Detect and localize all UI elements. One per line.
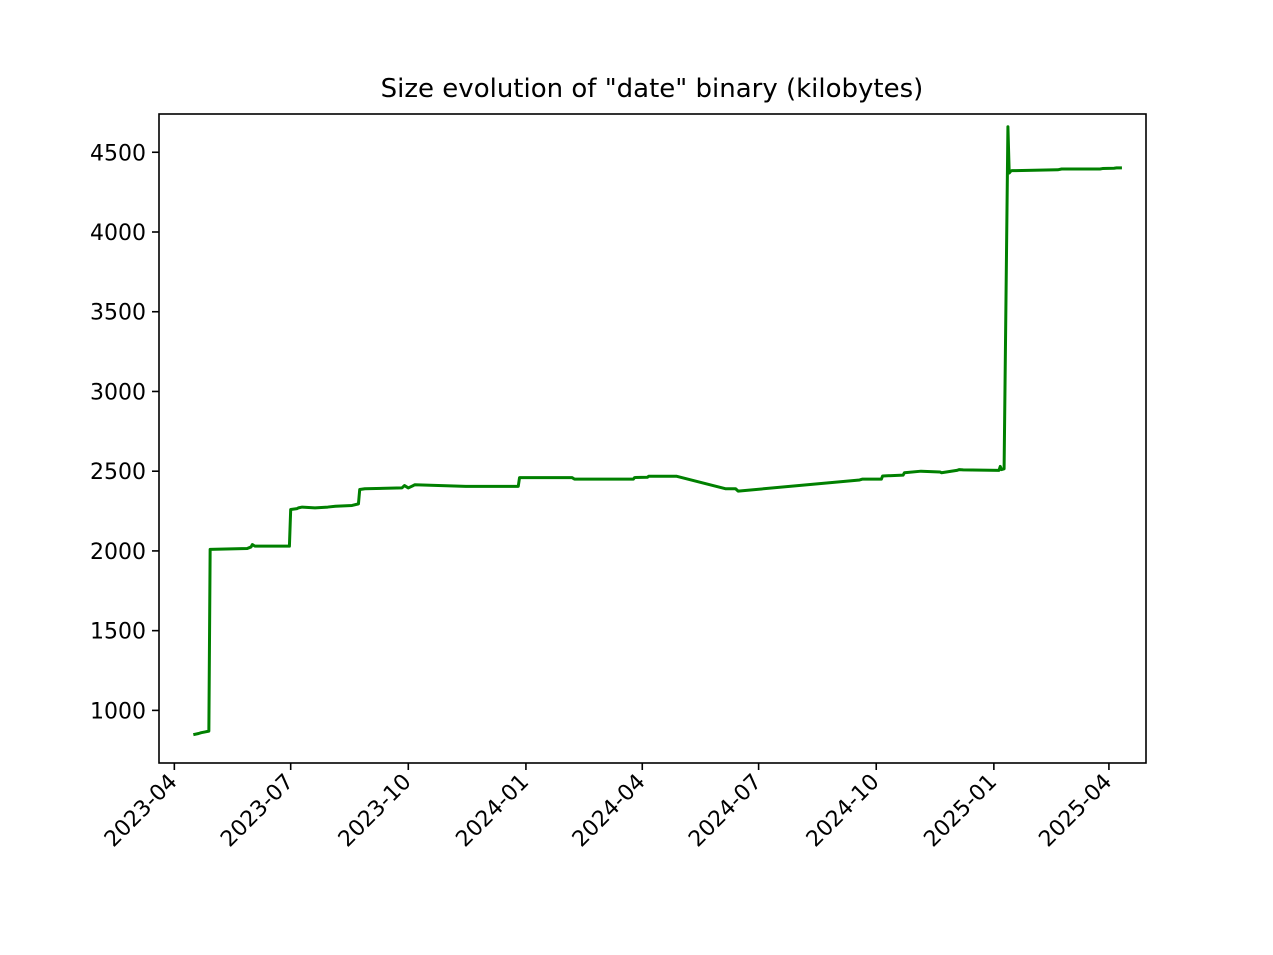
x-axis: 2023-04 2023-07 2023-10 2024-01 2024-04 2024-… bbox=[100, 763, 1117, 852]
plot-frame bbox=[158, 113, 1147, 764]
x-tick-label: 2023-04 bbox=[100, 770, 183, 853]
y-tick-label: 3000 bbox=[90, 380, 146, 405]
x-tick-label: 2024-04 bbox=[568, 770, 651, 853]
y-tick-label: 2500 bbox=[90, 460, 146, 485]
y-tick-label: 4500 bbox=[90, 141, 146, 166]
chart-title: Size evolution of "date" binary (kilobyt… bbox=[381, 74, 924, 104]
x-tick-label: 2025-04 bbox=[1034, 770, 1117, 853]
x-tick-label: 2024-10 bbox=[802, 770, 885, 853]
y-axis: 1000 1500 2000 2500 3000 3500 4000 4500 bbox=[90, 141, 159, 724]
plot-lines bbox=[193, 125, 1122, 737]
y-tick-label: 3500 bbox=[90, 301, 146, 326]
y-tick-label: 1000 bbox=[90, 699, 146, 724]
series-line-0 bbox=[193, 125, 1122, 737]
x-tick-label: 2025-01 bbox=[919, 770, 1002, 853]
x-tick-label: 2024-01 bbox=[451, 770, 534, 853]
y-tick-label: 2000 bbox=[90, 540, 146, 565]
y-tick-label: 1500 bbox=[90, 620, 146, 645]
x-tick-label: 2023-10 bbox=[334, 770, 417, 853]
x-tick-label: 2024-07 bbox=[684, 770, 767, 853]
y-tick-label: 4000 bbox=[90, 221, 146, 246]
x-tick-label: 2023-07 bbox=[216, 770, 299, 853]
